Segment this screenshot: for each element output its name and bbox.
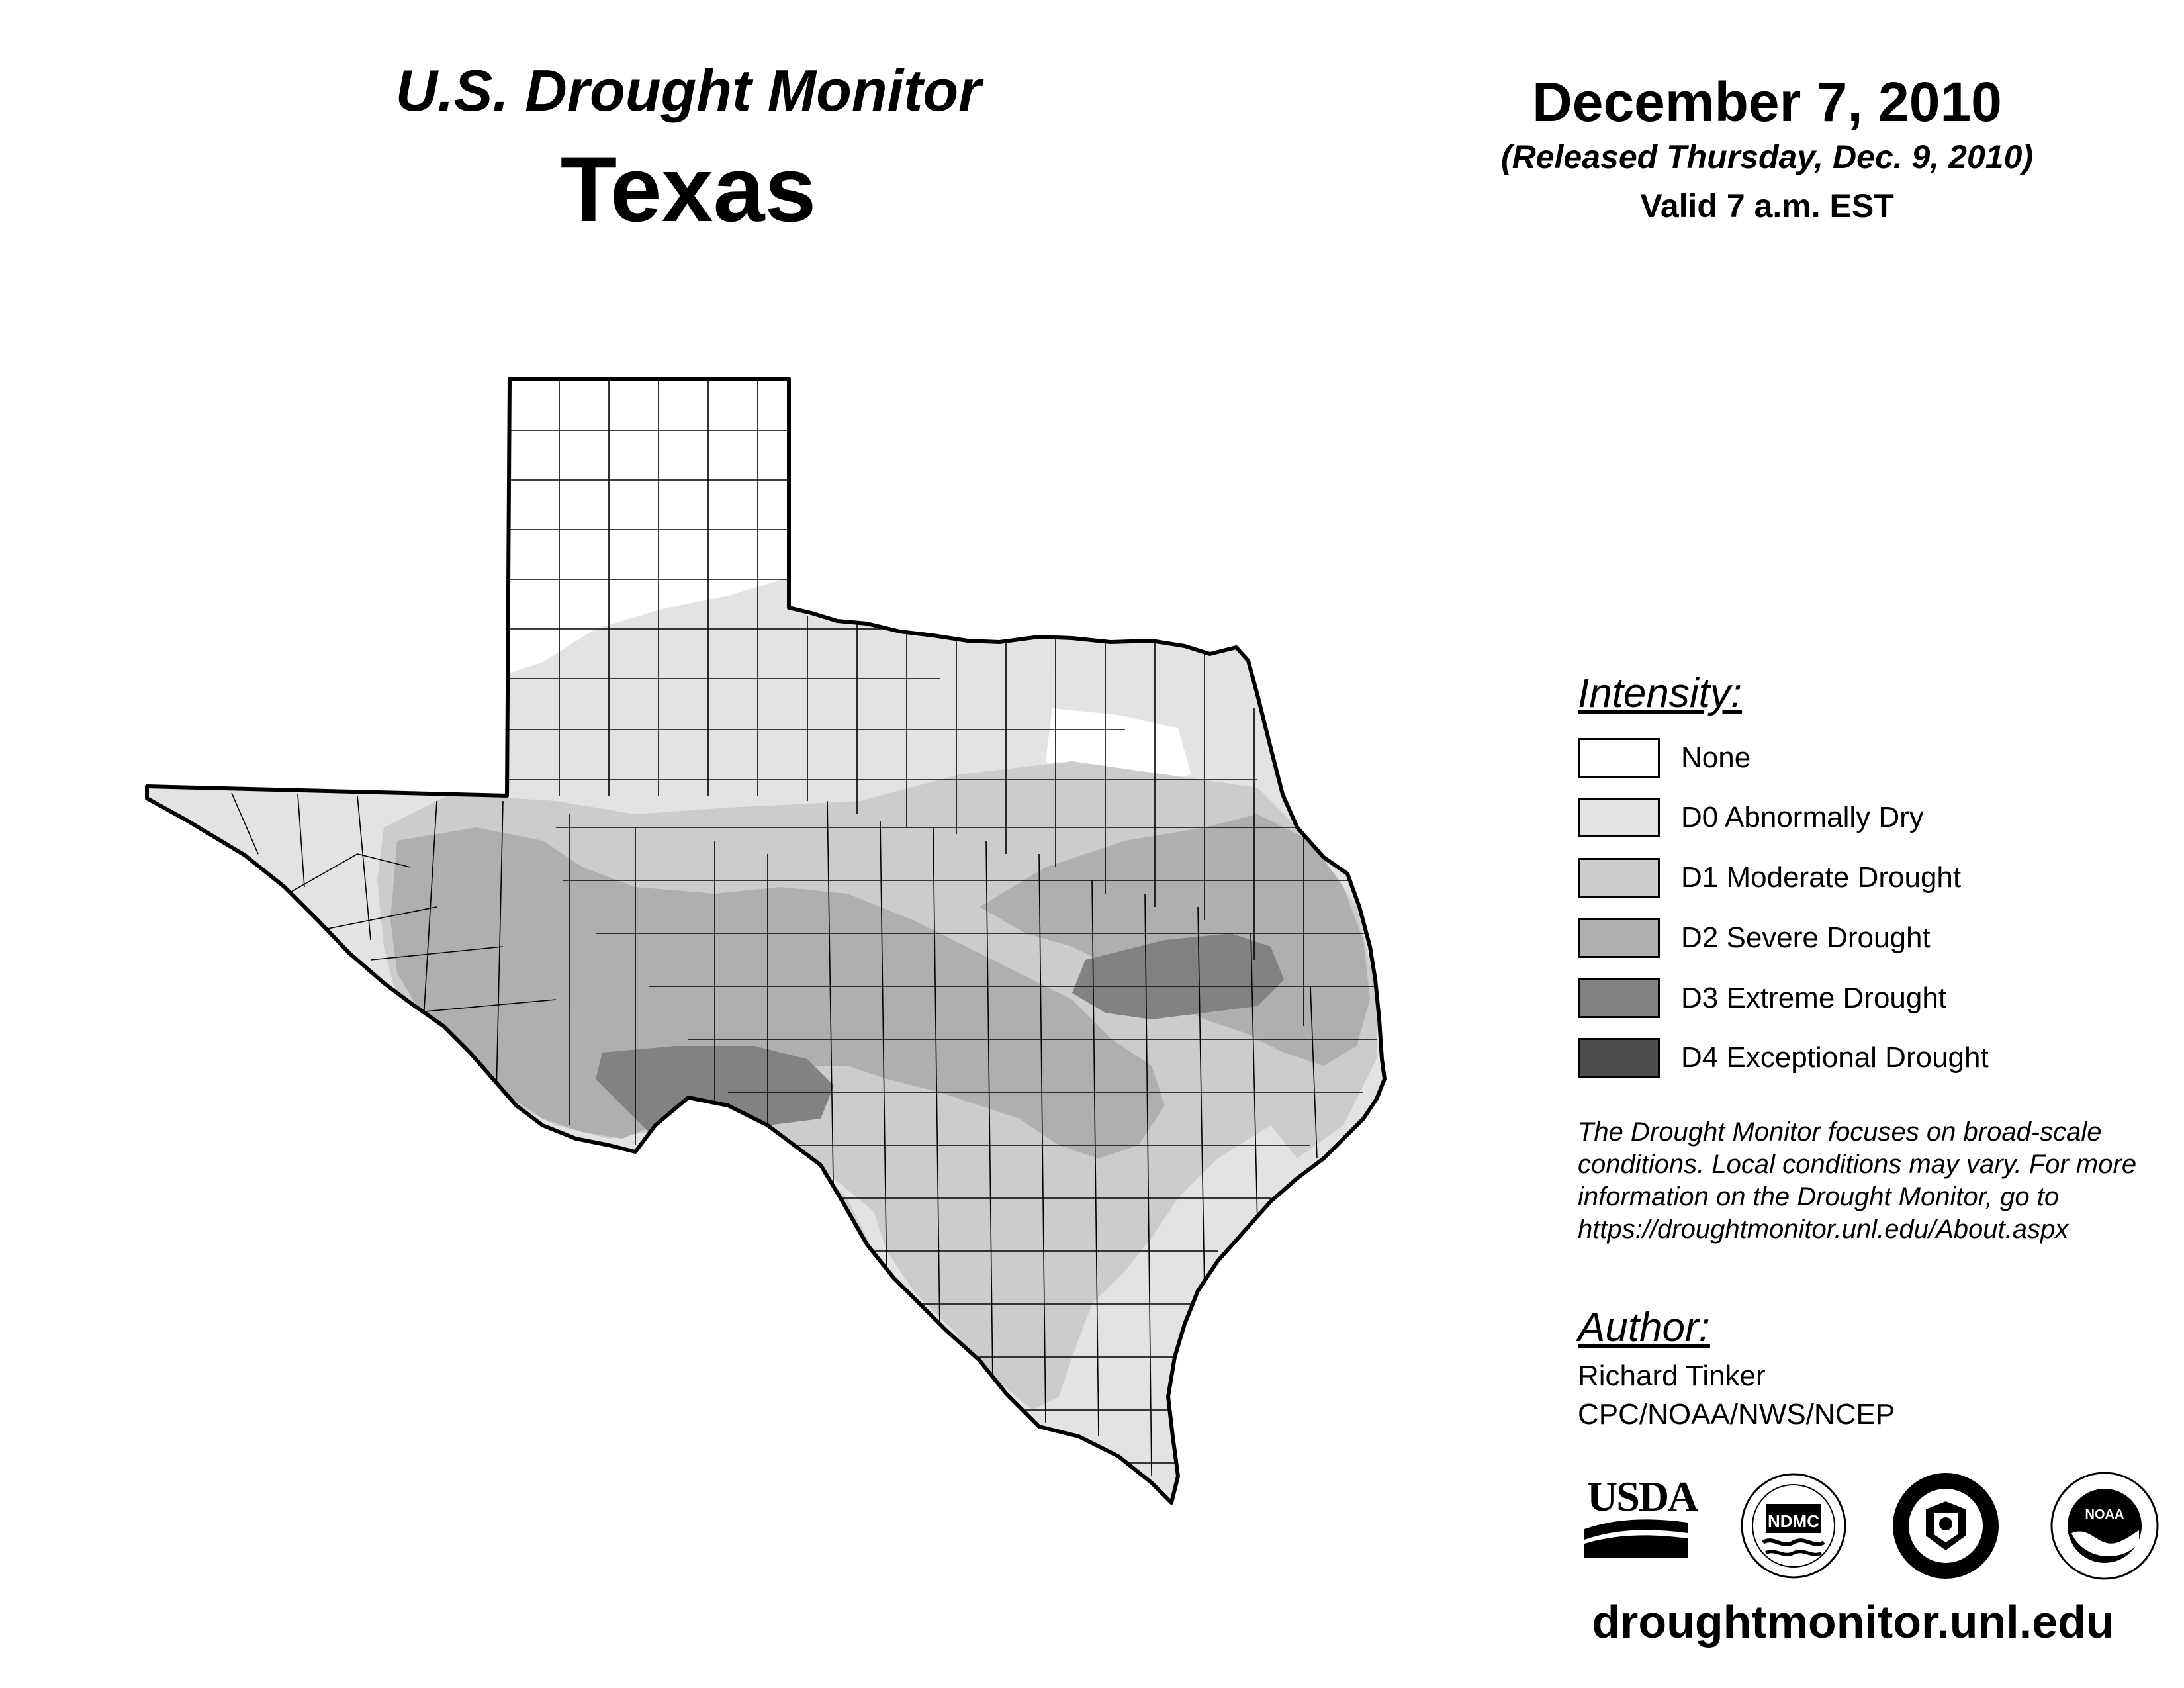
legend-label: D3 Extreme Drought <box>1681 982 1947 1014</box>
legend-item-d2: D2 Severe Drought <box>1578 915 1931 961</box>
legend-swatch <box>1578 978 1660 1018</box>
legend-item-d3: D3 Extreme Drought <box>1578 975 1946 1021</box>
legend-item-d0: D0 Abnormally Dry <box>1578 794 1924 841</box>
region-title: Texas <box>560 137 817 241</box>
product-title: U.S. Drought Monitor <box>395 58 981 123</box>
legend-swatch <box>1578 738 1660 778</box>
valid-time: Valid 7 a.m. EST <box>1640 187 1894 224</box>
usda-logo-text: USDA <box>1587 1473 1698 1520</box>
legend-swatch <box>1578 798 1660 837</box>
legend-label: None <box>1681 741 1751 774</box>
disclaimer-note: The Drought Monitor focuses on broad-sca… <box>1578 1117 2137 1244</box>
legend-label: D4 Exceptional Drought <box>1681 1041 1989 1074</box>
doc-seal-logo <box>1893 1473 1999 1579</box>
legend-swatch <box>1578 918 1660 958</box>
noaa-logo-text: NOAA <box>2085 1507 2124 1522</box>
release-date: (Released Thursday, Dec. 9, 2010) <box>1500 138 2034 175</box>
website-link[interactable]: droughtmonitor.unl.edu <box>1592 1596 2115 1648</box>
noaa-logo: NOAA <box>2050 1472 2159 1580</box>
ndmc-logo: NDMC <box>1741 1473 1846 1579</box>
legend-item-d4: D4 Exceptional Drought <box>1578 1035 1989 1081</box>
texas-drought-map <box>145 377 1387 1505</box>
legend-title: Intensity: <box>1578 671 1743 716</box>
ndmc-logo-text: NDMC <box>1768 1511 1819 1531</box>
legend-swatch <box>1578 858 1660 898</box>
usda-logo: USDA <box>1584 1473 1700 1558</box>
author-org: CPC/NOAA/NWS/NCEP <box>1578 1398 1895 1430</box>
author-title: Author: <box>1578 1305 1710 1350</box>
legend-swatch <box>1578 1038 1660 1078</box>
agency-logos: USDA NDMC NOAA <box>1584 1472 2159 1580</box>
legend-item-none: None <box>1578 735 1751 781</box>
legend-label: D1 Moderate Drought <box>1681 861 1962 894</box>
author-name: Richard Tinker <box>1578 1360 1766 1392</box>
map-date: December 7, 2010 <box>1532 71 2002 133</box>
legend-item-d1: D1 Moderate Drought <box>1578 855 1961 901</box>
legend-label: D0 Abnormally Dry <box>1681 801 1924 833</box>
legend-label: D2 Severe Drought <box>1681 921 1931 954</box>
